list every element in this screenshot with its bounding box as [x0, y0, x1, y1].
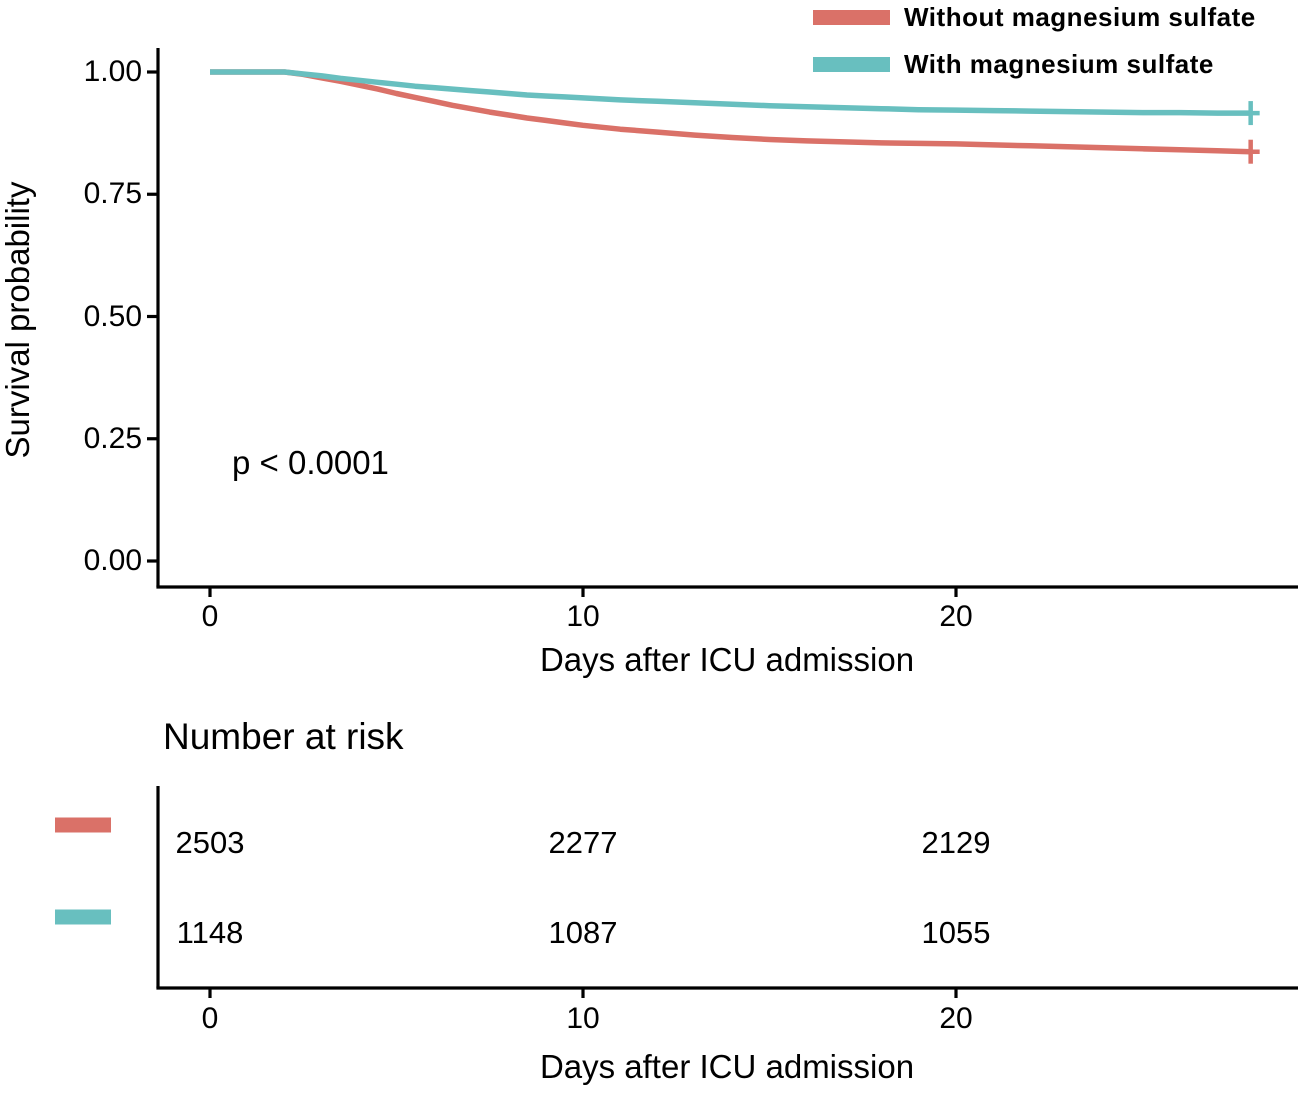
- y-axis-title: Survival probability: [0, 181, 36, 459]
- risk-count-with-day0: 1148: [176, 915, 244, 950]
- x-axis-title: Days after ICU admission: [539, 641, 915, 678]
- risk-x-axis-title: Days after ICU admission: [539, 1048, 915, 1085]
- y-tick-label-0.50: 0.50: [83, 300, 142, 333]
- risk-count-with-day20: 1055: [921, 915, 991, 950]
- risk-count-without-day20: 2129: [921, 825, 991, 860]
- risk-x-tick-label-0: 0: [201, 1002, 219, 1035]
- legend-label-without-mgso4: Without magnesium sulfate: [904, 1, 1256, 32]
- risk-table-title: Number at risk: [163, 716, 404, 757]
- risk-count-without-day10: 2277: [548, 825, 618, 860]
- x-tick-label-0: 0: [201, 600, 219, 633]
- legend-item-without-mgso4: Without magnesium sulfate: [813, 1, 1256, 33]
- risk-x-tick-label-10: 10: [566, 1002, 600, 1035]
- risk-count-with-day10: 1087: [548, 915, 618, 950]
- risk-x-tick-label-20: 20: [939, 1002, 973, 1035]
- legend-swatch-with-mgso4-icon: [813, 56, 890, 72]
- x-tick-label-10: 10: [566, 600, 600, 633]
- risk-count-without-day0: 2503: [175, 825, 245, 860]
- y-tick-label-1.00: 1.00: [83, 55, 142, 88]
- survival-curve-0: [210, 69, 1251, 155]
- survival-curve-1: [210, 69, 1251, 116]
- y-tick-label-0.00: 0.00: [83, 544, 142, 577]
- legend-label-with-mgso4: With magnesium sulfate: [904, 48, 1214, 79]
- legend-swatch-without-mgso4-icon: [813, 9, 890, 25]
- legend-item-with-mgso4: With magnesium sulfate: [813, 48, 1214, 80]
- risk-row-swatch-1-icon: [55, 909, 111, 925]
- p-value-annotation: p < 0.0001: [232, 444, 389, 481]
- y-tick-label-0.75: 0.75: [83, 177, 142, 210]
- risk-row-swatch-0-icon: [55, 817, 111, 833]
- y-tick-label-0.25: 0.25: [83, 422, 142, 455]
- x-tick-label-20: 20: [939, 600, 973, 633]
